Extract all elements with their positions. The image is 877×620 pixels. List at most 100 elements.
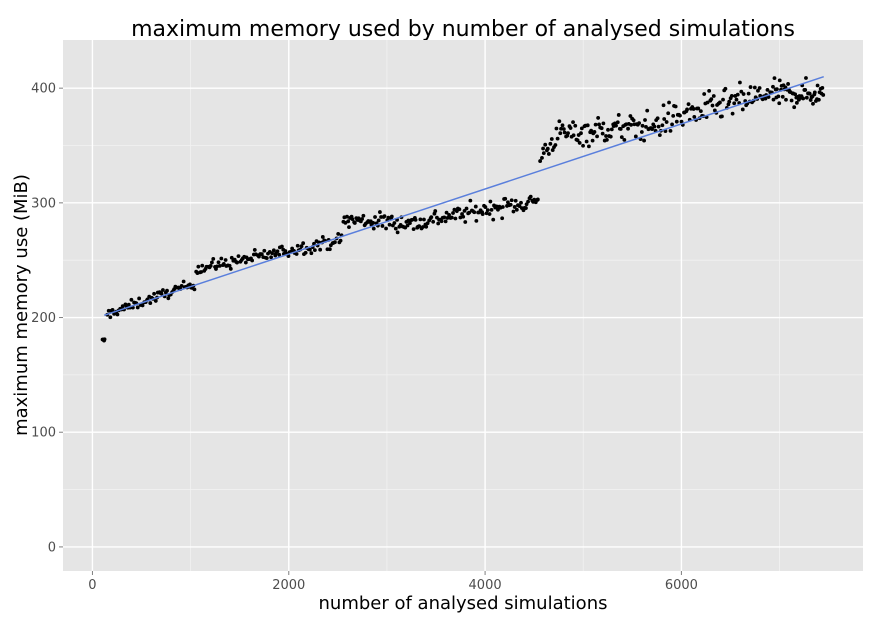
data-point [741, 92, 746, 96]
plot-panel [63, 40, 863, 571]
data-point [816, 97, 821, 102]
data-point [608, 134, 613, 139]
data-point [595, 134, 599, 139]
data-point [549, 137, 554, 141]
data-point [766, 95, 771, 99]
data-point [811, 101, 815, 106]
data-point [662, 117, 667, 121]
data-point [543, 142, 548, 147]
data-point [442, 215, 447, 220]
data-point [108, 315, 113, 320]
data-point [604, 138, 609, 142]
data-point [554, 126, 559, 131]
data-point [513, 198, 518, 203]
data-point [566, 131, 570, 136]
data-point [449, 215, 454, 220]
data-point [727, 99, 732, 104]
data-point [789, 98, 794, 103]
data-point [496, 207, 500, 212]
data-point [384, 226, 388, 231]
data-point [200, 263, 205, 268]
data-point [320, 235, 325, 239]
data-point [277, 252, 282, 257]
data-point [752, 85, 757, 90]
data-point [179, 284, 184, 288]
data-point [346, 219, 351, 224]
data-point [447, 212, 451, 217]
data-point [443, 219, 448, 224]
data-point [561, 127, 566, 131]
data-point [721, 97, 725, 102]
data-point [336, 232, 341, 236]
data-point [619, 135, 624, 140]
data-point [558, 131, 563, 136]
data-point [664, 120, 669, 124]
data-point [217, 263, 222, 268]
data-point [645, 108, 650, 113]
data-point [137, 296, 142, 301]
data-point [592, 130, 597, 134]
data-point [575, 138, 580, 143]
data-point [705, 100, 710, 105]
data-point [208, 263, 213, 268]
data-point [784, 97, 788, 102]
data-point [593, 122, 598, 127]
data-point [734, 97, 739, 102]
data-point [579, 131, 583, 136]
y-tick-label: 0 [48, 540, 56, 555]
data-point [129, 297, 134, 302]
data-point [812, 90, 817, 95]
data-point [236, 254, 241, 258]
data-point [821, 93, 826, 97]
data-point [380, 224, 385, 228]
data-point [674, 119, 679, 124]
data-point [333, 240, 337, 245]
data-point [698, 109, 703, 114]
data-point [696, 106, 701, 111]
data-point [269, 255, 273, 260]
data-point [772, 76, 777, 81]
data-point [243, 260, 248, 265]
data-point [453, 216, 458, 221]
data-point [405, 223, 410, 228]
data-point [718, 100, 722, 105]
data-point [424, 224, 429, 229]
data-point [579, 126, 584, 131]
data-point [393, 226, 398, 231]
data-point [166, 296, 171, 301]
data-point [483, 205, 488, 209]
data-point [514, 207, 519, 212]
data-point [609, 127, 614, 132]
data-point [361, 213, 366, 218]
data-point [639, 130, 644, 134]
data-point [494, 204, 499, 209]
data-point [562, 130, 567, 135]
data-point [596, 116, 601, 120]
y-tick-label: 200 [31, 311, 56, 326]
data-point [229, 255, 234, 260]
data-point [622, 137, 627, 142]
data-point [777, 78, 782, 83]
data-point [487, 212, 492, 216]
data-point [270, 251, 275, 256]
data-point [309, 251, 314, 256]
data-point [488, 199, 493, 204]
x-axis-ticks: 0 2000 4000 6000 [88, 571, 698, 593]
data-point [667, 100, 671, 105]
data-point [776, 94, 781, 99]
data-point [484, 211, 489, 216]
data-point [360, 217, 364, 221]
data-point [303, 250, 308, 255]
data-point [538, 159, 543, 163]
data-point [666, 111, 671, 116]
data-point [307, 247, 312, 252]
data-point [541, 146, 545, 151]
y-axis-ticks: 0 100 200 300 400 [31, 82, 63, 555]
data-point [732, 101, 737, 106]
data-point [350, 217, 355, 222]
y-axis-title: maximum memory use (MiB) [11, 174, 32, 436]
data-point [673, 104, 678, 109]
data-point [227, 263, 232, 268]
data-point [757, 86, 762, 90]
